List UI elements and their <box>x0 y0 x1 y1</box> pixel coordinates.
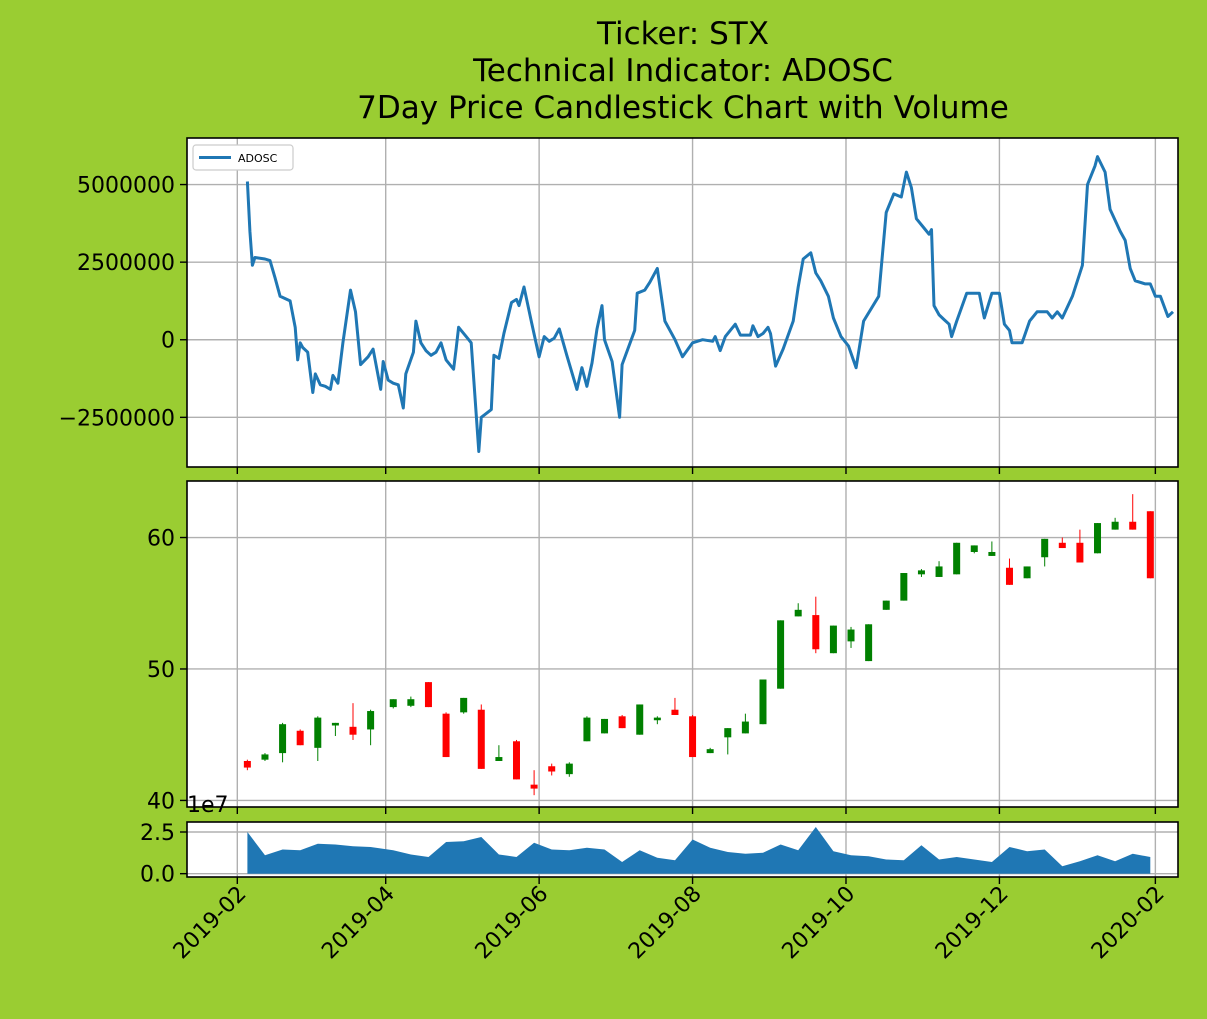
x-tick-label: 2019-04 <box>317 882 400 965</box>
title-indicator: Technical Indicator: ADOSC <box>473 53 893 89</box>
candle-body <box>1041 538 1049 558</box>
panel-frame-3 <box>186 821 1179 878</box>
panel-background-2 <box>187 481 1178 807</box>
candle-body <box>706 749 714 754</box>
candle-body <box>1111 521 1119 530</box>
price-y-tick-label: 50 <box>147 658 175 683</box>
candle-body <box>1129 521 1137 530</box>
candle-body <box>636 704 644 735</box>
candle-body <box>495 757 503 761</box>
candle-body <box>671 709 679 715</box>
candle-body <box>314 717 322 748</box>
candle-body <box>988 551 996 556</box>
candle-body <box>935 566 943 577</box>
candle-body <box>442 713 450 758</box>
candle-body <box>296 730 304 746</box>
candle-body <box>953 542 961 575</box>
title-chart: 7Day Price Candlestick Chart with Volume <box>357 90 1009 126</box>
candle-body <box>1076 542 1084 563</box>
candle-body <box>970 545 978 552</box>
candle-body <box>1005 567 1013 585</box>
candle-body <box>349 726 357 735</box>
candle-body <box>777 620 785 689</box>
candle-body <box>477 709 485 769</box>
candle-body <box>565 763 573 775</box>
x-tick-label: 2019-10 <box>778 882 861 965</box>
candle-body <box>331 722 339 726</box>
x-tick-label: 2020-02 <box>1087 882 1170 965</box>
candle-body <box>460 697 468 713</box>
x-tick-label: 2019-12 <box>931 882 1014 965</box>
candle-body <box>548 766 556 772</box>
candle-body <box>1094 523 1102 554</box>
candle-body <box>865 624 873 662</box>
candle-body <box>512 741 520 780</box>
x-tick-label: 2019-08 <box>624 882 707 965</box>
candle-body <box>389 699 397 708</box>
candle-body <box>794 609 802 617</box>
title-ticker: Ticker: STX <box>597 16 769 52</box>
candle-body <box>618 716 626 729</box>
price-y-tick-label: 40 <box>147 789 175 814</box>
volume-offset-label: 1e7 <box>187 793 229 818</box>
legend-label-adosc: ADOSC <box>238 152 278 165</box>
candle-body <box>917 570 925 575</box>
volume-area <box>247 827 1151 874</box>
candle-body <box>759 679 767 725</box>
candle-body <box>1023 566 1031 579</box>
volume-y-tick-label: 2.5 <box>140 821 175 846</box>
indicator-y-tick-label: 5000000 <box>77 174 175 199</box>
candle-body <box>1146 511 1154 579</box>
candle-body <box>741 721 749 734</box>
price-y-tick-label: 60 <box>147 527 175 552</box>
candle-body <box>847 629 855 642</box>
candle-body <box>424 682 432 708</box>
panel-frame-1 <box>186 137 1179 468</box>
candle-body <box>1058 542 1066 549</box>
candle-body <box>530 784 538 789</box>
indicator-y-tick-label: −2500000 <box>59 406 175 431</box>
indicator-y-tick-label: 2500000 <box>77 251 175 276</box>
candle-body <box>279 724 287 754</box>
candle-body <box>724 728 732 738</box>
candle-body <box>583 717 591 742</box>
candle-body <box>829 625 837 654</box>
candle-body <box>882 600 890 610</box>
candle-body <box>261 754 269 760</box>
candle-body <box>689 716 697 758</box>
candle-body <box>900 573 908 601</box>
candle-body <box>601 718 609 734</box>
candle-body <box>653 717 661 721</box>
legend-box <box>192 144 294 171</box>
x-tick-label: 2019-02 <box>169 882 252 965</box>
x-tick-label: 2019-06 <box>471 882 554 965</box>
candle-body <box>367 711 375 730</box>
candle-body <box>243 760 251 768</box>
adosc-series-line <box>245 155 1175 453</box>
indicator-y-tick-label: 0 <box>161 329 175 354</box>
panel-frame-2 <box>186 480 1179 808</box>
volume-y-tick-label: 0.0 <box>140 863 175 888</box>
candle-body <box>407 699 415 706</box>
candle-body <box>812 615 820 650</box>
